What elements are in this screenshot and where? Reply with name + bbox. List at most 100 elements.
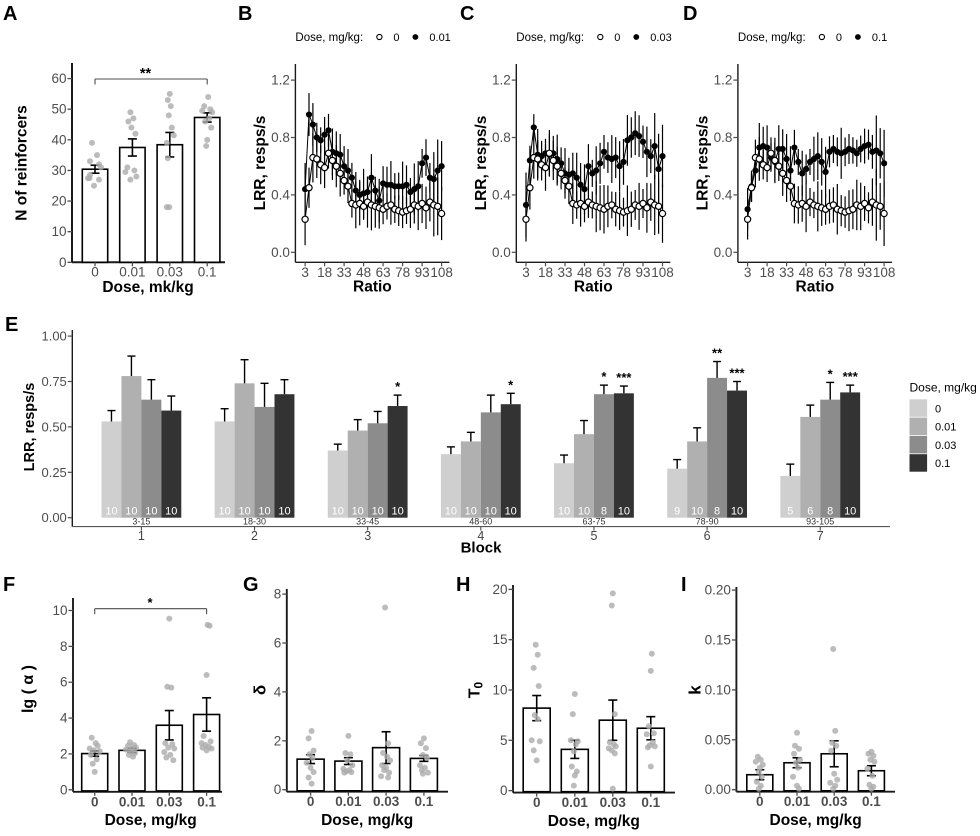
svg-text:0.01: 0.01 bbox=[119, 794, 146, 809]
svg-text:78: 78 bbox=[395, 265, 410, 280]
svg-text:1: 1 bbox=[138, 529, 145, 543]
svg-text:4: 4 bbox=[60, 711, 68, 726]
svg-text:0.10: 0.10 bbox=[705, 682, 731, 697]
svg-text:33-45: 33-45 bbox=[356, 516, 379, 526]
svg-text:10: 10 bbox=[258, 506, 270, 518]
svg-text:5: 5 bbox=[591, 529, 598, 543]
svg-text:B: B bbox=[238, 3, 252, 25]
svg-text:LRR, resps/s: LRR, resps/s bbox=[252, 116, 269, 211]
svg-text:LRR, resps/s: LRR, resps/s bbox=[22, 383, 38, 472]
svg-text:63: 63 bbox=[818, 265, 833, 280]
svg-text:10: 10 bbox=[558, 506, 570, 518]
svg-text:10: 10 bbox=[505, 506, 517, 518]
svg-text:0.8: 0.8 bbox=[271, 130, 290, 145]
svg-text:1.2: 1.2 bbox=[714, 73, 733, 88]
svg-text:10: 10 bbox=[578, 506, 590, 518]
svg-text:Dose, mg/kg:: Dose, mg/kg: bbox=[295, 32, 363, 44]
svg-text:63-75: 63-75 bbox=[582, 516, 605, 526]
svg-text:18: 18 bbox=[317, 265, 332, 280]
svg-text:0.05: 0.05 bbox=[705, 732, 731, 747]
svg-text:2: 2 bbox=[274, 733, 282, 748]
svg-text:***: *** bbox=[616, 370, 632, 385]
svg-text:0.03: 0.03 bbox=[157, 264, 183, 279]
svg-text:50: 50 bbox=[51, 102, 66, 117]
svg-text:**: ** bbox=[712, 346, 723, 361]
svg-text:0.8: 0.8 bbox=[492, 130, 511, 145]
svg-text:Block: Block bbox=[461, 540, 503, 557]
svg-text:33: 33 bbox=[779, 265, 794, 280]
svg-text:3: 3 bbox=[744, 265, 752, 280]
svg-text:48: 48 bbox=[577, 265, 592, 280]
svg-text:k: k bbox=[686, 685, 705, 695]
svg-text:33: 33 bbox=[337, 265, 352, 280]
svg-text:0.1: 0.1 bbox=[198, 264, 217, 279]
svg-text:0.01: 0.01 bbox=[119, 264, 145, 279]
svg-text:Ratio: Ratio bbox=[574, 279, 613, 296]
svg-text:0.01: 0.01 bbox=[784, 794, 811, 809]
svg-text:48: 48 bbox=[799, 265, 814, 280]
svg-text:10: 10 bbox=[238, 506, 250, 518]
svg-text:15: 15 bbox=[492, 632, 507, 647]
svg-text:D: D bbox=[683, 3, 697, 25]
svg-text:93: 93 bbox=[415, 265, 430, 280]
svg-text:10: 10 bbox=[691, 506, 703, 518]
svg-text:40: 40 bbox=[51, 132, 66, 147]
svg-text:48: 48 bbox=[356, 265, 371, 280]
svg-text:0.03: 0.03 bbox=[821, 794, 848, 809]
svg-text:0: 0 bbox=[91, 264, 99, 279]
svg-text:0.01: 0.01 bbox=[562, 795, 589, 810]
svg-text:10: 10 bbox=[145, 506, 157, 518]
svg-text:Ratio: Ratio bbox=[796, 279, 835, 296]
svg-text:Dose, mg/kg:: Dose, mg/kg: bbox=[516, 32, 584, 44]
svg-text:78-90: 78-90 bbox=[696, 516, 719, 526]
svg-text:Dose, mg/kg: Dose, mg/kg bbox=[321, 812, 413, 829]
svg-text:63: 63 bbox=[376, 265, 391, 280]
svg-text:108: 108 bbox=[651, 265, 674, 280]
svg-text:3-15: 3-15 bbox=[132, 516, 150, 526]
svg-text:6: 6 bbox=[704, 529, 711, 543]
svg-text:0.75: 0.75 bbox=[41, 374, 66, 389]
svg-text:0.03: 0.03 bbox=[650, 32, 671, 44]
svg-text:18: 18 bbox=[538, 265, 553, 280]
svg-text:LRR, resps/s: LRR, resps/s bbox=[694, 116, 711, 211]
svg-text:48-60: 48-60 bbox=[469, 516, 492, 526]
svg-text:93-105: 93-105 bbox=[806, 516, 834, 526]
svg-text:0.0: 0.0 bbox=[492, 245, 511, 260]
svg-text:H: H bbox=[456, 574, 470, 596]
svg-text:10: 10 bbox=[218, 506, 230, 518]
svg-text:0.1: 0.1 bbox=[641, 795, 660, 810]
svg-text:0: 0 bbox=[274, 782, 282, 797]
svg-text:0.00: 0.00 bbox=[705, 782, 731, 797]
svg-text:**: ** bbox=[140, 66, 152, 82]
svg-text:0: 0 bbox=[533, 795, 541, 810]
svg-text:0: 0 bbox=[393, 32, 399, 44]
svg-text:Dose, mg/kg: Dose, mg/kg bbox=[770, 812, 862, 829]
svg-text:I: I bbox=[681, 574, 687, 596]
svg-text:0.4: 0.4 bbox=[271, 187, 290, 202]
svg-text:10: 10 bbox=[125, 506, 137, 518]
svg-text:0.1: 0.1 bbox=[197, 794, 216, 809]
svg-text:0: 0 bbox=[614, 32, 620, 44]
svg-text:4: 4 bbox=[477, 529, 484, 543]
svg-text:0: 0 bbox=[307, 794, 315, 809]
svg-text:0.00: 0.00 bbox=[41, 510, 66, 525]
svg-text:10: 10 bbox=[445, 506, 457, 518]
svg-text:0.03: 0.03 bbox=[600, 795, 627, 810]
svg-text:30: 30 bbox=[51, 163, 66, 178]
svg-text:0: 0 bbox=[935, 403, 941, 415]
svg-text:8: 8 bbox=[601, 506, 607, 518]
svg-text:63: 63 bbox=[596, 265, 611, 280]
svg-text:78: 78 bbox=[838, 265, 853, 280]
svg-text:N of reinforcers: N of reinforcers bbox=[14, 105, 31, 220]
svg-text:lg ( α ): lg ( α ) bbox=[20, 665, 37, 713]
svg-text:2: 2 bbox=[60, 746, 68, 761]
svg-text:0.01: 0.01 bbox=[935, 422, 956, 434]
svg-text:0.1: 0.1 bbox=[415, 794, 434, 809]
svg-text:1.2: 1.2 bbox=[271, 73, 290, 88]
svg-text:0.0: 0.0 bbox=[714, 245, 733, 260]
svg-text:108: 108 bbox=[430, 265, 453, 280]
svg-text:78: 78 bbox=[616, 265, 631, 280]
svg-text:0: 0 bbox=[500, 783, 508, 798]
svg-text:3: 3 bbox=[301, 265, 309, 280]
svg-text:6: 6 bbox=[60, 675, 68, 690]
